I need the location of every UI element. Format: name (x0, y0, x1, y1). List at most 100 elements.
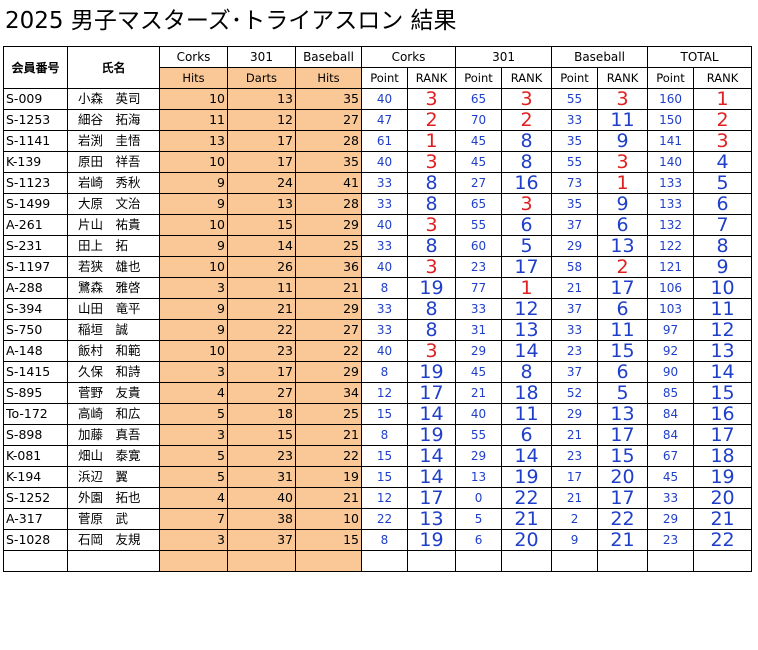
baseball-hits-cell: 15 (295, 529, 362, 551)
empty-cell (647, 550, 695, 572)
darts-301-point-cell: 29 (455, 340, 503, 362)
total-point-cell: 140 (647, 151, 695, 173)
baseball-rank-cell: 20 (597, 466, 649, 488)
name-cell: 原田 祥吾 (67, 151, 160, 173)
baseball-point-cell: 29 (551, 403, 599, 425)
baseball-point-cell: 2 (551, 508, 599, 530)
total-rank-cell: 12 (693, 319, 753, 341)
darts-301-cell: 31 (227, 466, 296, 488)
corks-point-cell: 40 (361, 214, 408, 236)
table-row-empty (3, 550, 753, 572)
corks-rank-cell: 14 (406, 445, 457, 467)
header-corks-score: Corks (360, 46, 457, 68)
baseball-rank-cell: 5 (597, 382, 649, 404)
darts-301-rank-cell: 14 (501, 340, 553, 362)
total-point-cell: 92 (647, 340, 695, 362)
corks-point-cell: 8 (361, 529, 408, 551)
corks-point-cell: 12 (361, 487, 408, 509)
darts-301-point-cell: 55 (455, 424, 503, 446)
baseball-rank-cell: 13 (597, 403, 649, 425)
header-member-no: 会員番号 (3, 46, 68, 89)
corks-point-cell: 33 (361, 235, 408, 257)
name-cell: 石岡 友規 (67, 529, 160, 551)
corks-hits-cell: 9 (159, 319, 228, 341)
baseball-point-cell: 37 (551, 298, 599, 320)
subheader-corks-point: Point (361, 67, 408, 89)
name-cell: 田上 拓 (67, 235, 160, 257)
corks-rank-cell: 14 (406, 466, 457, 488)
darts-301-rank-cell: 12 (501, 298, 553, 320)
subheader-301-point: Point (455, 67, 503, 89)
baseball-point-cell: 29 (551, 235, 599, 257)
baseball-hits-cell: 29 (295, 361, 362, 383)
subheader-301-rank: RANK (501, 67, 553, 89)
corks-point-cell: 22 (361, 508, 408, 530)
corks-rank-cell: 8 (406, 298, 457, 320)
corks-point-cell: 33 (361, 172, 408, 194)
darts-301-point-cell: 45 (455, 361, 503, 383)
baseball-rank-cell: 9 (597, 130, 649, 152)
empty-cell (406, 550, 457, 572)
baseball-hits-cell: 27 (295, 319, 362, 341)
table-row: S-394 山田 竜平 9 21 29 33 8 33 12 37 6 103 11 (3, 298, 753, 320)
table-row: S-1141 岩渕 圭悟 13 17 28 61 1 45 8 35 9 141 3 (3, 130, 753, 152)
darts-301-cell: 13 (227, 88, 296, 110)
empty-cell (551, 550, 599, 572)
corks-rank-cell: 8 (406, 319, 457, 341)
darts-301-point-cell: 29 (455, 445, 503, 467)
total-rank-cell: 14 (693, 361, 753, 383)
baseball-rank-cell: 11 (597, 319, 649, 341)
total-point-cell: 150 (647, 109, 695, 131)
corks-point-cell: 15 (361, 403, 408, 425)
member-no-cell: S-1415 (3, 361, 68, 383)
baseball-point-cell: 35 (551, 193, 599, 215)
darts-301-cell: 17 (227, 361, 296, 383)
darts-301-cell: 23 (227, 445, 296, 467)
baseball-rank-cell: 22 (597, 508, 649, 530)
darts-301-rank-cell: 8 (501, 361, 553, 383)
name-cell: 菅原 武 (67, 508, 160, 530)
corks-point-cell: 8 (361, 277, 408, 299)
baseball-hits-cell: 36 (295, 256, 362, 278)
baseball-hits-cell: 29 (295, 214, 362, 236)
header-row-groups: 会員番号 氏名 Corks 301 Baseball Corks 301 Bas… (3, 46, 753, 89)
corks-hits-cell: 3 (159, 361, 228, 383)
name-cell: 大原 文治 (67, 193, 160, 215)
total-point-cell: 45 (647, 466, 695, 488)
darts-301-point-cell: 31 (455, 319, 503, 341)
total-rank-cell: 13 (693, 340, 753, 362)
darts-301-rank-cell: 22 (501, 487, 553, 509)
corks-point-cell: 33 (361, 298, 408, 320)
baseball-point-cell: 55 (551, 88, 599, 110)
baseball-rank-cell: 17 (597, 424, 649, 446)
baseball-point-cell: 21 (551, 277, 599, 299)
member-no-cell: K-194 (3, 466, 68, 488)
darts-301-point-cell: 60 (455, 235, 503, 257)
name-cell: 久保 和詩 (67, 361, 160, 383)
baseball-point-cell: 55 (551, 151, 599, 173)
darts-301-rank-cell: 17 (501, 256, 553, 278)
corks-point-cell: 47 (361, 109, 408, 131)
table-row: K-194 浜辺 翼 5 31 19 15 14 13 19 17 20 45 19 (3, 466, 753, 488)
baseball-hits-cell: 25 (295, 403, 362, 425)
member-no-cell: A-261 (3, 214, 68, 236)
empty-cell (295, 550, 362, 572)
table-row: S-1123 岩崎 秀秋 9 24 41 33 8 27 16 73 1 133 5 (3, 172, 753, 194)
baseball-hits-cell: 28 (295, 193, 362, 215)
corks-rank-cell: 8 (406, 172, 457, 194)
name-cell: 菅野 友貴 (67, 382, 160, 404)
total-point-cell: 122 (647, 235, 695, 257)
empty-cell (361, 550, 408, 572)
darts-301-rank-cell: 8 (501, 151, 553, 173)
table-row: A-261 片山 祐貴 10 15 29 40 3 55 6 37 6 132 7 (3, 214, 753, 236)
empty-cell (3, 550, 68, 572)
member-no-cell: S-898 (3, 424, 68, 446)
darts-301-point-cell: 45 (455, 151, 503, 173)
corks-rank-cell: 1 (406, 130, 457, 152)
total-rank-cell: 5 (693, 172, 753, 194)
darts-301-point-cell: 5 (455, 508, 503, 530)
baseball-hits-cell: 22 (295, 445, 362, 467)
baseball-rank-cell: 15 (597, 340, 649, 362)
darts-301-rank-cell: 20 (501, 529, 553, 551)
darts-301-rank-cell: 6 (501, 214, 553, 236)
